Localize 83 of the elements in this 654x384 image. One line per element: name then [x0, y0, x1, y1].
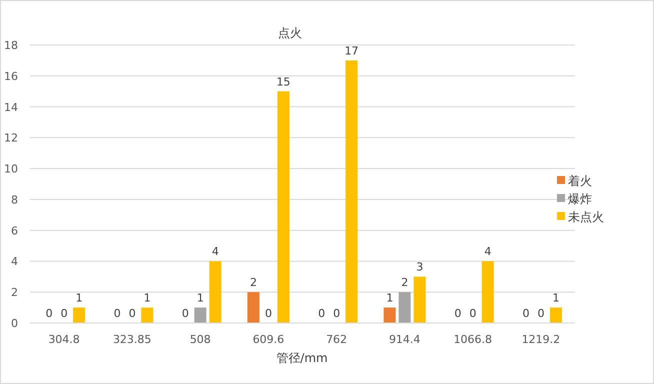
- data-label: 0: [454, 307, 462, 320]
- data-label: 0: [537, 307, 544, 320]
- data-label: 0: [469, 307, 476, 320]
- bar: 15: [276, 75, 290, 323]
- y-tick-label: 12: [4, 132, 18, 145]
- legend-label: 爆炸: [568, 192, 592, 206]
- bar: [384, 308, 396, 323]
- data-label: 1: [386, 292, 394, 305]
- legend-label: 未点火: [568, 210, 604, 224]
- bar: 0: [316, 307, 328, 323]
- bar: 1: [550, 292, 562, 323]
- bar: [194, 308, 206, 323]
- data-label: 0: [60, 307, 68, 320]
- data-label: 17: [344, 44, 359, 58]
- data-label: 0: [114, 307, 121, 320]
- y-tick-label: 2: [11, 286, 18, 300]
- data-label: 15: [276, 75, 290, 88]
- data-label: 2: [401, 276, 408, 290]
- y-tick-label: 4: [11, 255, 18, 268]
- data-label: 0: [128, 307, 136, 320]
- x-tick-label: 1066.8: [454, 333, 492, 346]
- bar: 0: [58, 307, 70, 323]
- data-label: 4: [212, 245, 219, 258]
- y-tick-label: 10: [4, 162, 18, 176]
- bar: 0: [520, 307, 532, 323]
- bar: 0: [534, 307, 547, 323]
- data-label: 2: [250, 276, 257, 290]
- data-label: 0: [333, 307, 340, 320]
- x-tick-label: 1219.2: [522, 333, 560, 346]
- y-tick-label: 16: [4, 70, 18, 83]
- bar: 0: [330, 307, 343, 323]
- y-tick-label: 18: [4, 39, 18, 52]
- bar: 1: [194, 292, 206, 323]
- y-tick-label: 14: [4, 100, 18, 114]
- y-tick-label: 6: [11, 224, 18, 238]
- bar: 0: [111, 307, 124, 323]
- legend-label: 着火: [568, 174, 592, 188]
- data-label: 0: [264, 307, 272, 320]
- bar: [73, 308, 86, 323]
- data-label: 0: [522, 307, 530, 320]
- data-label: 4: [484, 245, 492, 258]
- data-label: 1: [552, 292, 560, 305]
- bar: 0: [452, 307, 464, 323]
- bar: 2: [398, 276, 411, 323]
- data-label: 1: [196, 292, 204, 305]
- x-tick-label: 508: [190, 333, 211, 346]
- x-tick-label: 323.85: [112, 333, 152, 346]
- bar: 2: [247, 276, 260, 323]
- x-axis-title: 管径/mm: [276, 351, 328, 365]
- x-tick-label: 914.4: [388, 333, 420, 346]
- bar: 3: [414, 260, 426, 323]
- bar: 1: [73, 292, 86, 323]
- chart-title: 点火: [278, 26, 302, 40]
- data-label: 1: [144, 292, 151, 305]
- bar: [141, 308, 154, 323]
- bar: 1: [141, 292, 154, 323]
- bar: [247, 292, 260, 323]
- bar: [550, 308, 562, 323]
- data-label: 3: [416, 260, 424, 274]
- bar: [398, 292, 411, 323]
- y-tick-label: 0: [11, 317, 18, 330]
- y-tick-label: 8: [11, 193, 18, 206]
- bar: 0: [179, 307, 192, 323]
- bar: 0: [43, 307, 56, 323]
- data-label: 0: [318, 307, 326, 320]
- bar: 0: [466, 307, 479, 323]
- bar: [482, 261, 494, 323]
- bar: 4: [482, 245, 494, 323]
- bar: 4: [209, 245, 222, 323]
- bar: [346, 60, 358, 323]
- bar: 0: [262, 307, 274, 323]
- bar: 17: [344, 44, 359, 323]
- bar: 0: [126, 307, 138, 323]
- bar: [277, 91, 290, 323]
- x-tick-label: 609.6: [252, 333, 284, 346]
- bar: [414, 276, 426, 323]
- data-label: 1: [76, 292, 83, 305]
- bar: [209, 261, 222, 323]
- data-label: 0: [182, 307, 189, 320]
- x-tick-label: 762: [326, 333, 348, 346]
- x-tick-label: 304.8: [48, 333, 80, 346]
- data-label: 0: [46, 307, 53, 320]
- bar: 1: [384, 292, 396, 323]
